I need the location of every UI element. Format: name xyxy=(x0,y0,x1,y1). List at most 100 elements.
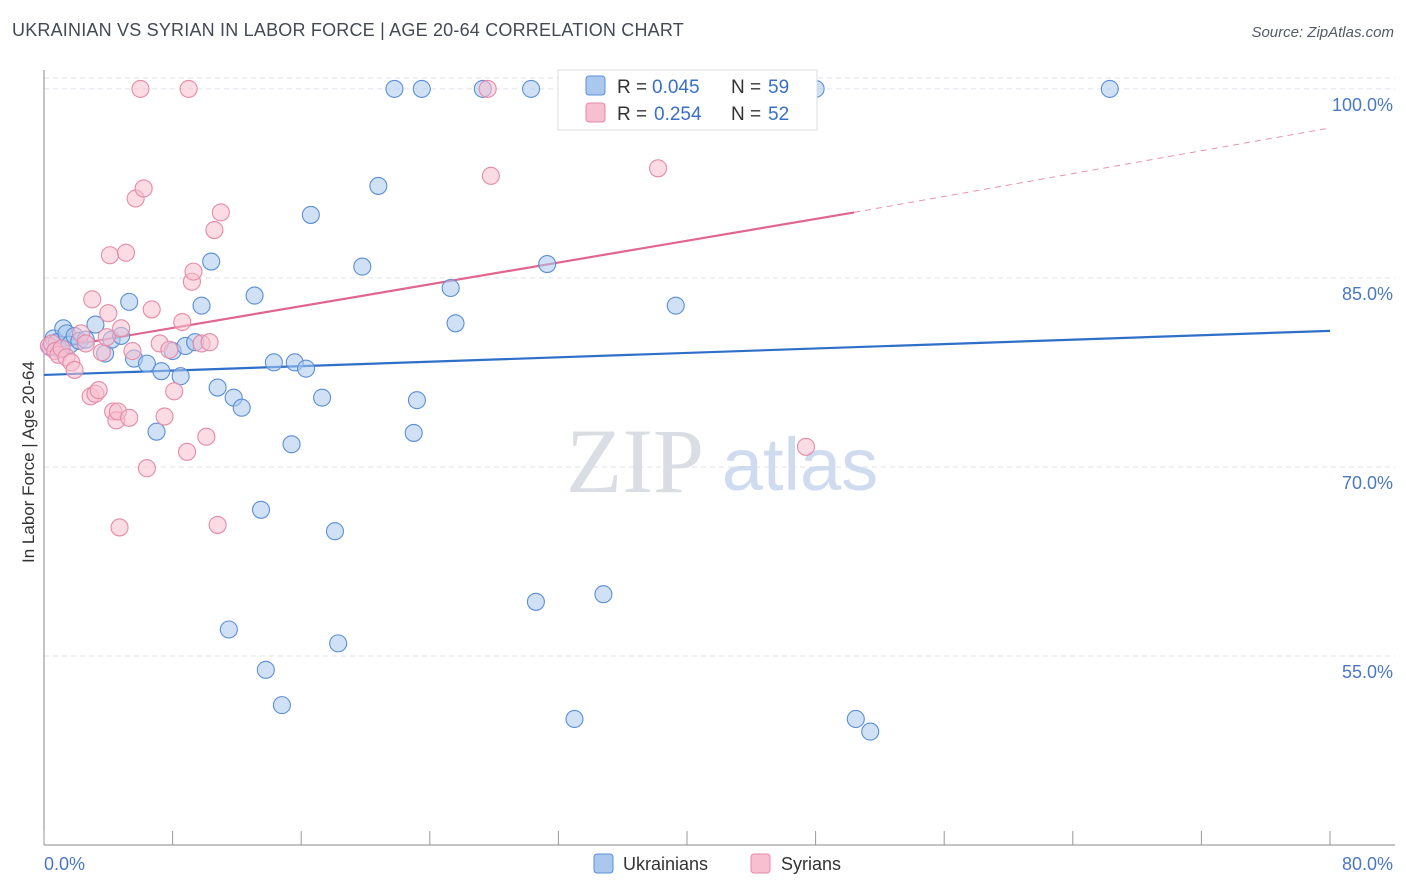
ukrainian-point xyxy=(369,176,388,195)
chart-title: UKRAINIAN VS SYRIAN IN LABOR FORCE | AGE… xyxy=(12,20,684,40)
trend-lines xyxy=(43,127,1331,377)
ukrainian-point xyxy=(296,359,316,378)
legend-n-value-syr: 52 xyxy=(768,104,789,125)
ukrainian-point xyxy=(147,422,166,441)
syrian-point xyxy=(89,381,108,400)
syrian-point xyxy=(179,79,198,98)
axes xyxy=(43,70,1395,846)
bottom-legend-label-syrians: Syrians xyxy=(781,854,841,874)
legend-n-label-ukr: N = xyxy=(731,77,761,98)
ukrainian-point xyxy=(522,79,541,98)
legend-n-label-syr: N = xyxy=(731,104,761,125)
syrian-point xyxy=(99,304,118,323)
syrian-point xyxy=(173,312,192,332)
ukrainian-point xyxy=(264,353,283,372)
ukrainian-point xyxy=(329,634,348,653)
ukrainian-point xyxy=(861,722,880,741)
syrian-point xyxy=(178,442,197,461)
ukrainian-point xyxy=(313,388,332,407)
watermark: ZIP atlas xyxy=(566,410,878,512)
legend-r-value-ukr: 0.045 xyxy=(652,77,700,98)
ukrainian-point xyxy=(192,296,211,315)
ukrainian-point xyxy=(202,252,221,271)
ukrainian-point xyxy=(385,79,404,98)
ukrainian-point xyxy=(441,278,460,298)
source-credit: Source: ZipAtlas.com xyxy=(1251,24,1394,41)
ukrainian-point xyxy=(152,362,171,381)
legend-r-label-syr: R = xyxy=(617,104,647,125)
syrian-point xyxy=(481,166,500,185)
ukrainian-point xyxy=(412,79,431,98)
syrian-point xyxy=(205,220,224,240)
ukrainian-point xyxy=(245,286,264,305)
syrian-point xyxy=(200,333,219,352)
syrian-point xyxy=(120,408,139,427)
ukrainian-point xyxy=(282,435,301,454)
ukrainian-point xyxy=(251,500,271,519)
syrian-point xyxy=(649,159,668,178)
syrian-point xyxy=(100,246,119,265)
syrian-point xyxy=(160,340,179,359)
axis-ticks: 55.0% 70.0% 85.0% 100.0% 0.0% 80.0% xyxy=(44,95,1393,874)
syrian-point xyxy=(116,243,136,262)
y-axis-label: In Labor Force | Age 20-64 xyxy=(19,361,38,563)
x-tick-label-min: 0.0% xyxy=(44,854,85,874)
stats-legend: R = 0.045 N = 59 R = 0.254 N = 52 xyxy=(557,69,818,131)
syrian-point xyxy=(76,334,95,353)
syrian-point xyxy=(155,407,174,426)
syrian-point xyxy=(65,360,84,379)
watermark-zip: ZIP xyxy=(566,410,704,512)
ukrainian-point xyxy=(407,391,426,410)
syrian-point xyxy=(478,79,497,98)
y-tick-label: 70.0% xyxy=(1342,473,1393,493)
ukrainian-point xyxy=(594,585,613,604)
syrian-point xyxy=(92,343,111,362)
bottom-legend-swatch-syrians xyxy=(750,853,771,874)
ukrainian-point xyxy=(86,315,105,334)
syrian-point xyxy=(211,203,230,222)
syrian-point xyxy=(165,382,184,401)
ukrainians-trend-line xyxy=(43,329,1331,377)
bottom-legend-swatch-ukrainians xyxy=(593,853,614,874)
legend-n-value-ukr: 59 xyxy=(768,77,789,98)
ukrainian-point xyxy=(404,423,423,442)
syrian-point xyxy=(208,515,227,534)
ukrainian-point xyxy=(325,522,345,541)
legend-r-value-syr: 0.254 xyxy=(654,104,702,125)
ukrainian-point xyxy=(846,709,865,729)
y-tick-label: 100.0% xyxy=(1332,95,1393,115)
ukrainian-point xyxy=(232,398,251,417)
syrian-point xyxy=(97,328,116,347)
y-tick-label: 85.0% xyxy=(1342,284,1393,304)
ukrainian-point xyxy=(272,696,291,715)
syrian-point xyxy=(796,437,816,456)
ukrainian-point xyxy=(137,354,156,373)
syrian-point xyxy=(112,319,131,338)
y-tick-label: 55.0% xyxy=(1342,662,1393,682)
series-legend: Ukrainians Syrians xyxy=(593,853,841,874)
syrian-point xyxy=(83,290,102,309)
syrian-point xyxy=(137,459,156,478)
syrian-point xyxy=(123,341,142,361)
ukrainian-point xyxy=(565,709,584,729)
syrian-point xyxy=(197,427,216,446)
syrian-point xyxy=(110,518,129,537)
x-tick-label-max: 80.0% xyxy=(1342,854,1393,874)
ukrainian-point xyxy=(219,620,238,639)
ukrainian-point xyxy=(353,257,372,276)
syrian-point xyxy=(184,262,203,281)
ukrainian-point xyxy=(1100,79,1119,98)
ukrainian-point xyxy=(301,205,320,224)
ukrainian-point xyxy=(120,292,139,311)
bottom-legend-label-ukrainians: Ukrainians xyxy=(623,854,708,874)
syrian-point xyxy=(131,79,150,98)
syrian-point xyxy=(142,300,161,319)
ukrainian-point xyxy=(666,296,685,315)
data-points xyxy=(39,79,1119,741)
ukrainian-point xyxy=(526,592,545,611)
legend-swatch-syrians xyxy=(585,102,606,123)
syrian-point xyxy=(134,179,153,198)
ukrainian-point xyxy=(256,660,275,679)
ukrainian-point xyxy=(538,255,557,274)
